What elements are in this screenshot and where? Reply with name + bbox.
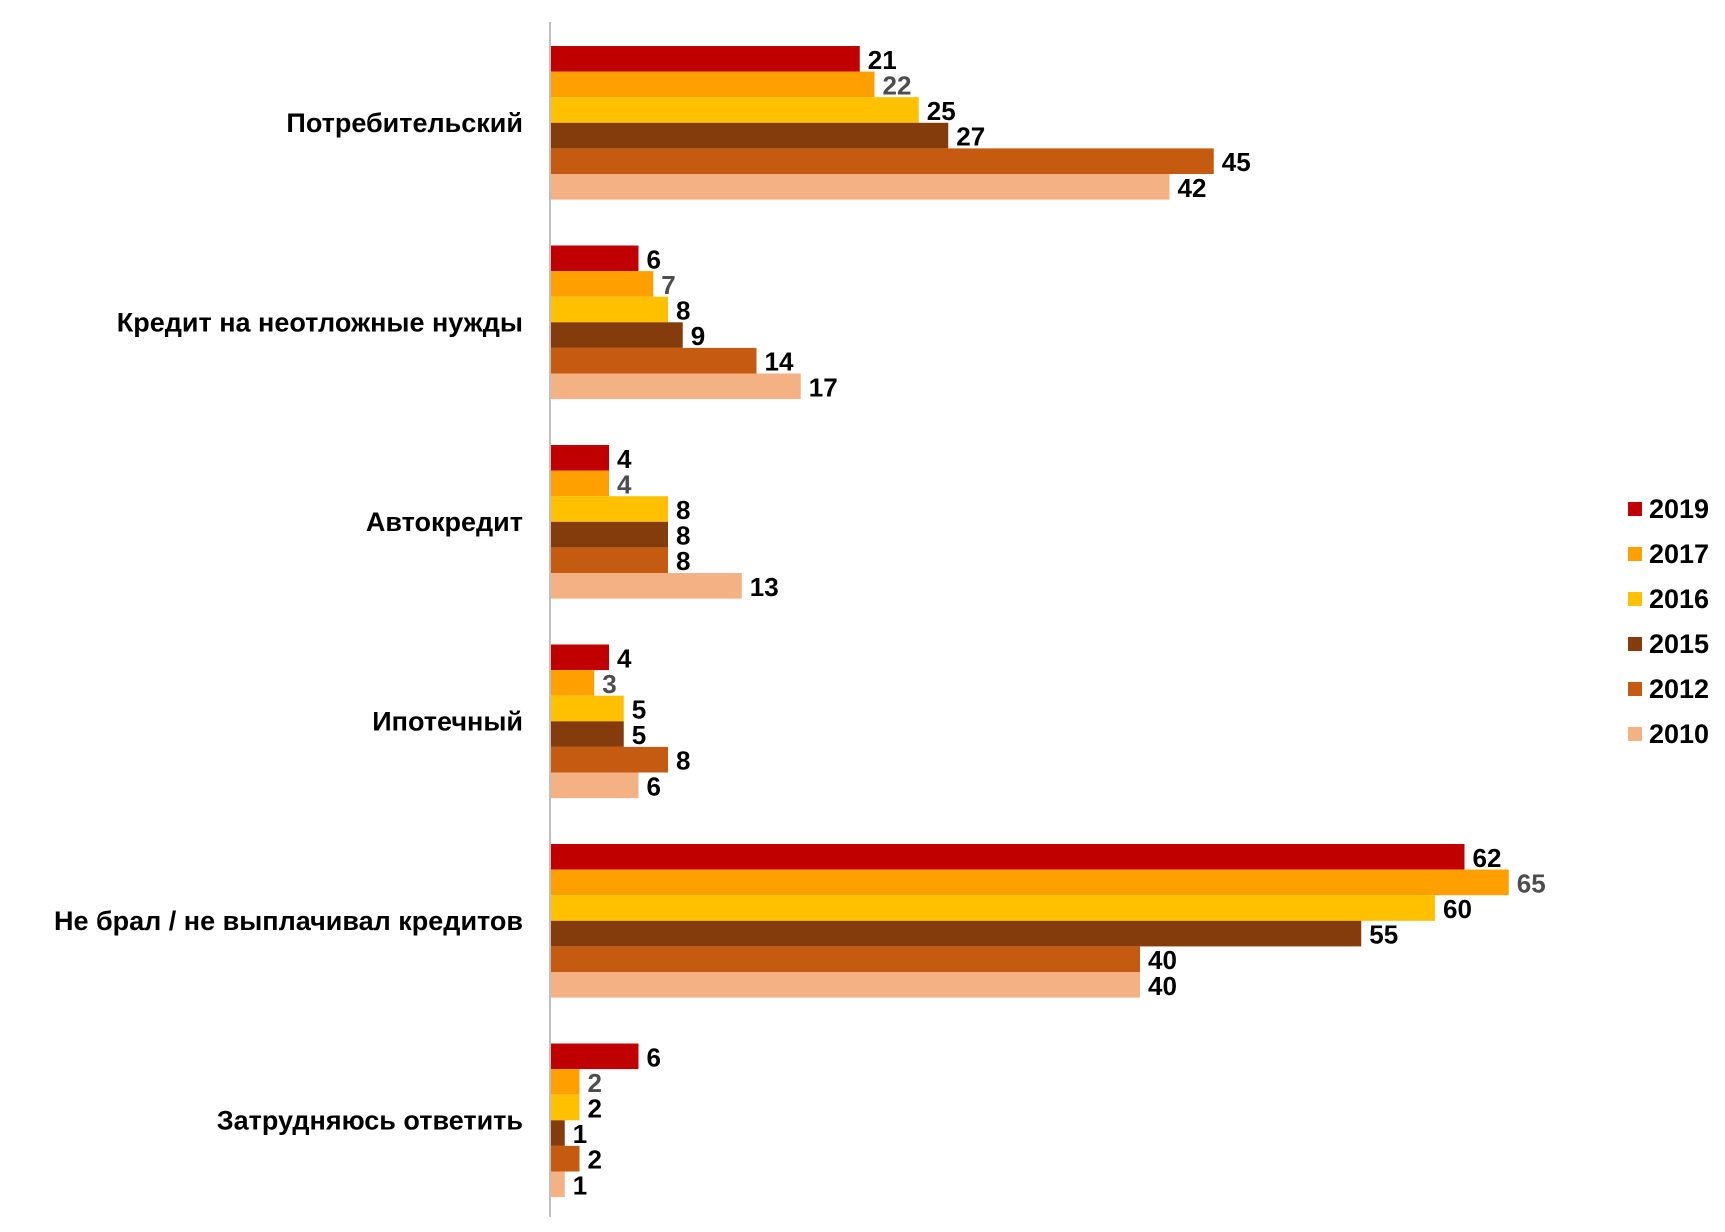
bar xyxy=(550,895,1435,921)
data-label: 1 xyxy=(573,1170,587,1200)
data-label: 60 xyxy=(1443,894,1472,924)
legend-swatch xyxy=(1628,502,1642,516)
bar xyxy=(550,721,624,747)
legend-label: 2015 xyxy=(1649,629,1709,659)
data-label: 7 xyxy=(661,270,675,300)
legend-label: 2012 xyxy=(1649,674,1709,704)
bar xyxy=(550,296,668,323)
category-label: Ипотечный xyxy=(372,706,523,736)
bar xyxy=(550,174,1170,200)
bar xyxy=(550,1145,580,1172)
data-label: 17 xyxy=(809,372,838,402)
data-label: 5 xyxy=(632,695,646,725)
bar xyxy=(550,470,609,497)
category-label: Не брал / не выплачивал кредитов xyxy=(54,906,523,936)
data-label: 25 xyxy=(927,96,956,126)
bar xyxy=(550,322,683,348)
category-label: Автокредит xyxy=(366,507,523,537)
data-label: 5 xyxy=(632,720,646,750)
legend-swatch xyxy=(1628,592,1642,606)
bar xyxy=(550,920,1362,947)
data-label: 62 xyxy=(1473,843,1502,873)
bar xyxy=(550,1120,565,1146)
bar xyxy=(550,644,609,671)
bar xyxy=(550,71,875,98)
bar xyxy=(550,1043,639,1070)
bar xyxy=(550,122,949,149)
data-label: 3 xyxy=(602,669,616,699)
bar xyxy=(550,1094,580,1121)
data-label: 8 xyxy=(676,495,690,525)
data-label: 22 xyxy=(883,70,912,100)
data-label: 2 xyxy=(588,1145,602,1175)
bar xyxy=(550,695,624,722)
bar xyxy=(550,670,595,696)
bar xyxy=(550,1171,565,1198)
data-label: 4 xyxy=(617,643,632,673)
data-label: 9 xyxy=(691,321,705,351)
bar xyxy=(550,97,919,123)
bar xyxy=(550,521,668,548)
data-label: 8 xyxy=(676,521,690,551)
bar xyxy=(550,547,668,573)
legend-swatch xyxy=(1628,637,1642,651)
data-label: 6 xyxy=(647,244,661,274)
data-label: 27 xyxy=(956,122,985,152)
data-label: 14 xyxy=(765,347,794,377)
data-label: 8 xyxy=(676,746,690,776)
data-label: 13 xyxy=(750,572,779,602)
bar xyxy=(550,573,742,599)
data-label: 4 xyxy=(617,444,632,474)
legend-swatch xyxy=(1628,682,1642,696)
category-label: Потребительский xyxy=(286,108,523,138)
legend-swatch xyxy=(1628,547,1642,561)
data-label: 2 xyxy=(588,1068,602,1098)
legend-swatch xyxy=(1628,727,1642,741)
data-label: 40 xyxy=(1148,945,1177,975)
legend-label: 2019 xyxy=(1649,494,1709,524)
data-label: 65 xyxy=(1517,868,1546,898)
bar xyxy=(550,46,860,72)
data-label: 4 xyxy=(617,469,632,499)
data-label: 21 xyxy=(868,45,897,75)
data-label: 40 xyxy=(1148,971,1177,1001)
data-label: 6 xyxy=(647,1042,661,1072)
data-label: 55 xyxy=(1369,920,1398,950)
data-label: 45 xyxy=(1222,147,1251,177)
bar xyxy=(550,347,757,374)
bar xyxy=(550,772,639,799)
bar xyxy=(550,445,609,471)
legend-label: 2017 xyxy=(1649,539,1709,569)
bar xyxy=(550,746,668,773)
legend-label: 2010 xyxy=(1649,719,1709,749)
legend: 2019 2017 2016 2015 2012 2010 xyxy=(1628,494,1709,749)
category-label: Кредит на неотложные нужды xyxy=(117,307,523,337)
bar xyxy=(550,496,668,522)
bar xyxy=(550,869,1509,896)
bar xyxy=(550,844,1465,870)
category-label: Затрудняюсь ответить xyxy=(217,1105,523,1135)
data-label: 8 xyxy=(676,546,690,576)
data-label: 42 xyxy=(1178,173,1207,203)
bar xyxy=(550,1069,580,1095)
bar xyxy=(550,148,1214,174)
data-label: 1 xyxy=(573,1119,587,1149)
bar xyxy=(550,972,1140,998)
bar xyxy=(550,271,654,297)
bar xyxy=(550,946,1140,972)
bar xyxy=(550,373,801,400)
data-label: 6 xyxy=(647,771,661,801)
bars-layer xyxy=(550,46,1509,1198)
data-label: 2 xyxy=(588,1094,602,1124)
legend-label: 2016 xyxy=(1649,584,1709,614)
data-label: 8 xyxy=(676,296,690,326)
bar xyxy=(550,245,639,272)
